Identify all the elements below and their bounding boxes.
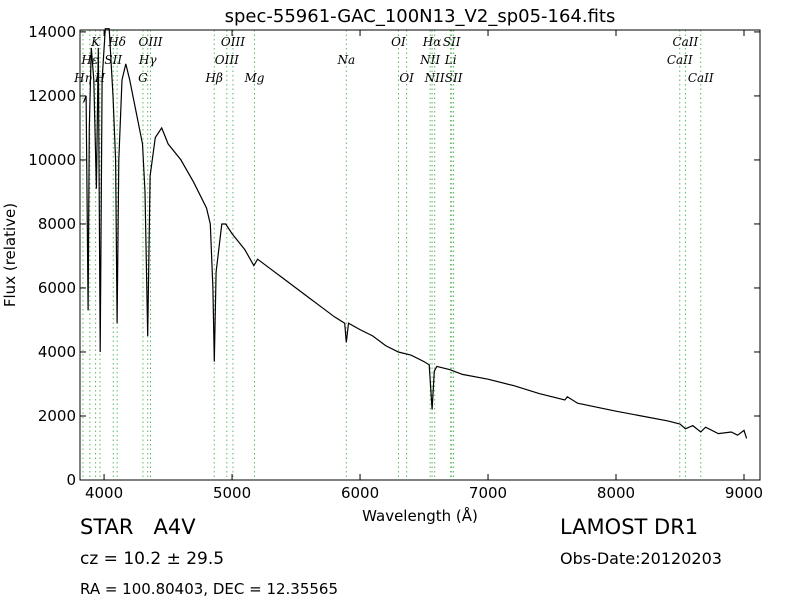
line-label: NII: [424, 71, 445, 85]
line-label: Hα: [422, 35, 442, 49]
y-axis-label: Flux (relative): [1, 203, 19, 307]
line-label: NII: [419, 53, 440, 67]
line-label: Hη: [73, 71, 92, 85]
plot-frame: [79, 29, 761, 481]
y-tick-label: 4000: [38, 343, 76, 361]
line-label: H: [94, 71, 106, 85]
x-tick-label: 8000: [597, 484, 635, 502]
line-label: G: [138, 71, 148, 85]
line-label: Li: [444, 53, 457, 67]
coordinates: RA = 100.80403, DEC = 12.35565: [80, 580, 338, 598]
line-label: OIII: [221, 35, 245, 49]
line-label: SII: [445, 71, 463, 85]
line-label: OIII: [215, 53, 239, 67]
x-tick-label: 9000: [725, 484, 763, 502]
line-label: Hε: [80, 53, 98, 67]
y-tick-label: 14000: [28, 23, 76, 41]
line-label: OI: [391, 35, 406, 49]
y-tick-label: 2000: [38, 407, 76, 425]
line-label: SII: [104, 53, 122, 67]
line-label: Na: [337, 53, 356, 67]
x-axis-label: Wavelength (Å): [362, 506, 478, 525]
line-label: CaII: [688, 71, 714, 85]
y-tick-label: 0: [66, 471, 76, 489]
line-label: Hδ: [107, 35, 126, 49]
survey-name: LAMOST DR1: [560, 515, 698, 539]
line-label: OIII: [138, 35, 162, 49]
chart-title: spec-55961-GAC_100N13_V2_sp05-164.fits: [225, 6, 616, 27]
redshift: cz = 10.2 ± 29.5: [80, 549, 224, 569]
line-label: Hγ: [138, 53, 157, 67]
x-tick-label: 4000: [85, 484, 123, 502]
x-tick-label: 5000: [213, 484, 251, 502]
line-label: Mg: [243, 71, 264, 85]
x-tick-label: 7000: [469, 484, 507, 502]
object-class: STAR A4V: [80, 515, 196, 539]
x-tick-label: 6000: [341, 484, 379, 502]
obs-date: Obs-Date:20120203: [560, 549, 722, 568]
y-tick-label: 8000: [38, 215, 76, 233]
spectrum-line: [83, 28, 748, 439]
line-label: SII: [443, 35, 461, 49]
y-tick-label: 12000: [28, 87, 76, 105]
line-label: CaII: [667, 53, 693, 67]
y-tick-label: 10000: [28, 151, 76, 169]
line-label: Hβ: [205, 71, 223, 85]
line-label: K: [90, 35, 101, 49]
y-tick-label: 6000: [38, 279, 76, 297]
line-label: CaII: [672, 35, 698, 49]
line-label: OI: [399, 71, 414, 85]
